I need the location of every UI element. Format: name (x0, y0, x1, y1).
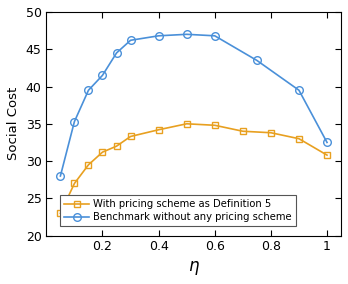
Line: With pricing scheme as Definition 5: With pricing scheme as Definition 5 (57, 120, 331, 217)
Benchmark without any pricing scheme (325, 141, 329, 144)
With pricing scheme as Definition 5 (128, 135, 133, 138)
Benchmark without any pricing scheme (128, 39, 133, 42)
Benchmark without any pricing scheme (72, 120, 77, 123)
With pricing scheme as Definition 5 (157, 128, 161, 131)
With pricing scheme as Definition 5 (269, 131, 273, 134)
With pricing scheme as Definition 5 (325, 153, 329, 157)
Benchmark without any pricing scheme (101, 74, 105, 77)
Legend: With pricing scheme as Definition 5, Benchmark without any pricing scheme: With pricing scheme as Definition 5, Ben… (60, 195, 296, 226)
With pricing scheme as Definition 5 (297, 137, 301, 140)
Y-axis label: Social Cost: Social Cost (7, 87, 20, 160)
Benchmark without any pricing scheme (157, 34, 161, 37)
With pricing scheme as Definition 5 (241, 130, 245, 133)
Benchmark without any pricing scheme (213, 34, 217, 37)
With pricing scheme as Definition 5 (213, 124, 217, 127)
Benchmark without any pricing scheme (297, 89, 301, 92)
Benchmark without any pricing scheme (86, 89, 90, 92)
Line: Benchmark without any pricing scheme: Benchmark without any pricing scheme (57, 30, 331, 180)
Benchmark without any pricing scheme (255, 59, 259, 62)
With pricing scheme as Definition 5 (58, 212, 63, 215)
Benchmark without any pricing scheme (184, 33, 189, 36)
With pricing scheme as Definition 5 (86, 163, 90, 166)
With pricing scheme as Definition 5 (101, 151, 105, 154)
With pricing scheme as Definition 5 (184, 122, 189, 126)
With pricing scheme as Definition 5 (114, 145, 119, 148)
X-axis label: $\eta$: $\eta$ (188, 259, 200, 277)
Benchmark without any pricing scheme (114, 51, 119, 55)
Benchmark without any pricing scheme (58, 174, 63, 178)
With pricing scheme as Definition 5 (72, 182, 77, 185)
